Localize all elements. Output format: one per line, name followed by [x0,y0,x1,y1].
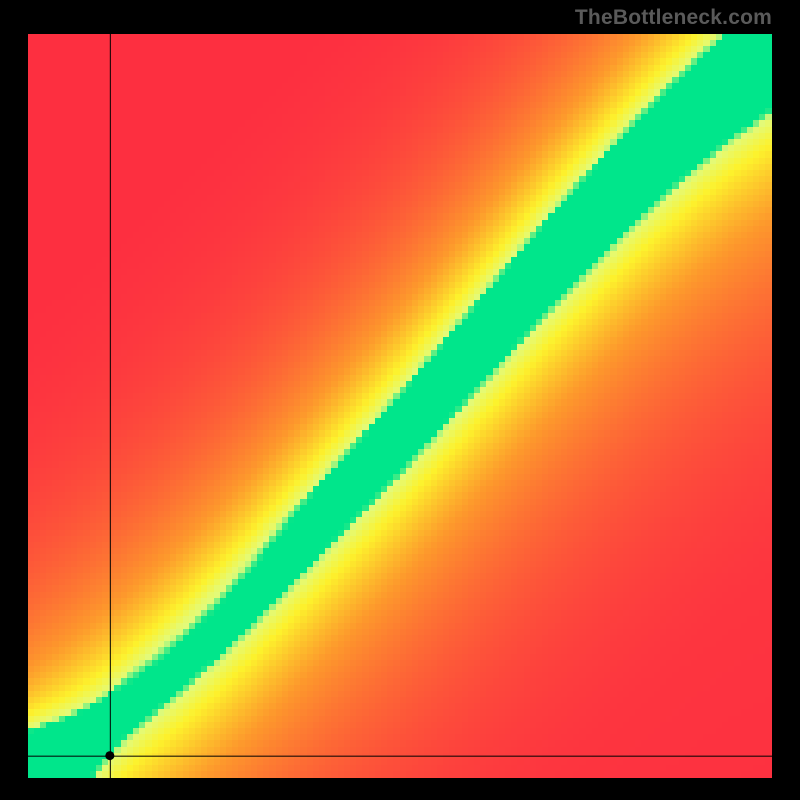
bottleneck-heatmap [28,34,772,778]
watermark-text: TheBottleneck.com [575,6,772,30]
